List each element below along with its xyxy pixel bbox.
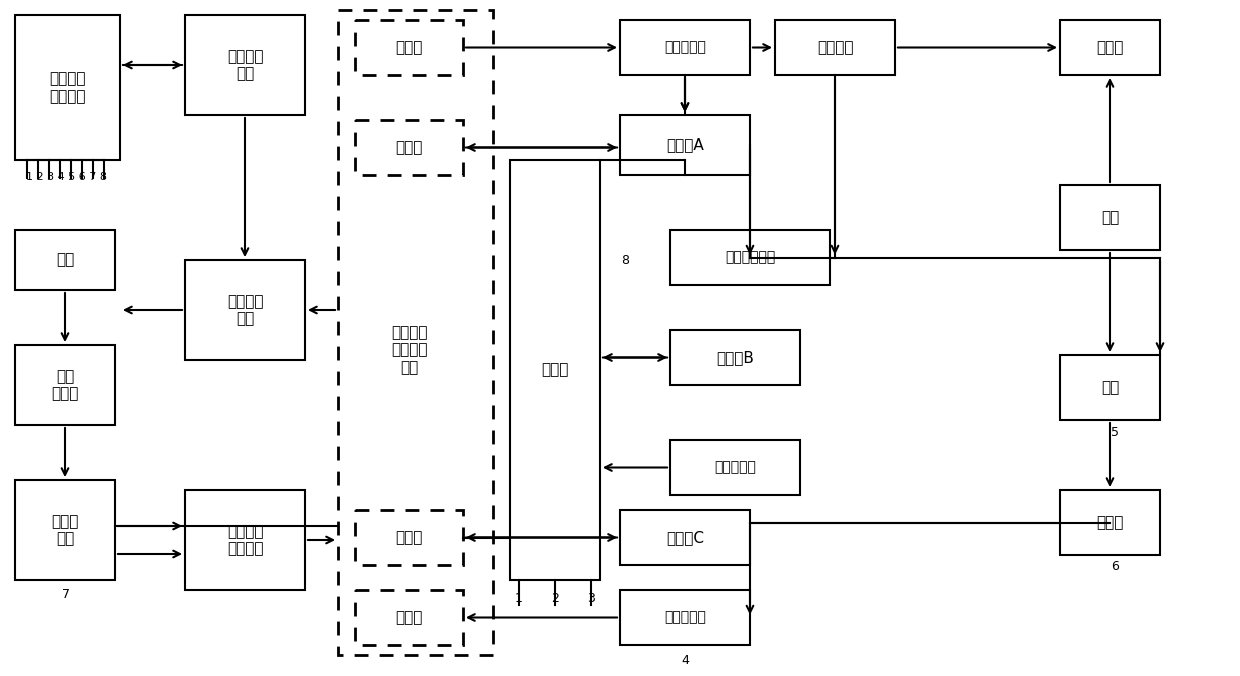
Text: 气体流量计: 气体流量计 [665,610,706,625]
Bar [620,20,750,75]
Text: 1: 1 [515,592,523,604]
Bar [355,510,463,565]
Bar [670,230,830,285]
Bar [670,330,800,385]
Bar [510,160,600,580]
Text: 气源: 气源 [1101,210,1120,225]
Text: 气液固三
相放电反
应器: 气液固三 相放电反 应器 [391,325,428,375]
Bar [355,120,463,175]
Text: 缓冲气室: 缓冲气室 [817,40,853,55]
Bar [15,480,115,580]
Text: 电流检测
单元: 电流检测 单元 [227,49,263,81]
Text: 1 2 3 4 5 6 7 8: 1 2 3 4 5 6 7 8 [26,172,107,182]
Bar [339,10,494,655]
Text: 储水箱B: 储水箱B [715,350,754,365]
Bar [620,510,750,565]
Text: 阀门组: 阀门组 [542,362,569,377]
Text: 进气口: 进气口 [396,610,423,625]
Bar [620,115,750,175]
Text: 待处理水样: 待处理水样 [714,460,756,475]
Text: 可编程
电源: 可编程 电源 [51,514,78,546]
Bar [15,345,115,425]
Text: 隔离
变压器: 隔离 变压器 [51,369,78,401]
Bar [1060,355,1159,420]
Text: 储水箱C: 储水箱C [666,530,704,545]
Bar [1060,185,1159,250]
Bar [1060,20,1159,75]
Bar [775,20,895,75]
Text: 电压检测
单元: 电压检测 单元 [227,294,263,327]
Text: 压力阀: 压力阀 [1096,40,1123,55]
Text: 2: 2 [551,592,559,604]
Bar [670,440,800,495]
Bar [1060,490,1159,555]
Text: 8: 8 [621,254,629,266]
Bar [185,260,305,360]
Text: 高压纳秒
脉冲电源: 高压纳秒 脉冲电源 [227,524,263,556]
Text: 活性成分检测: 活性成分检测 [725,251,775,264]
Text: 气液分离器: 气液分离器 [665,41,706,55]
Bar [355,590,463,645]
Text: 出水口: 出水口 [396,140,423,155]
Bar [15,230,115,290]
Text: 电磁阀: 电磁阀 [1096,515,1123,530]
Text: 数据采集
控制单元: 数据采集 控制单元 [50,71,86,103]
Text: 7: 7 [62,589,69,602]
Bar [355,20,463,75]
Text: 出气口: 出气口 [396,40,423,55]
Text: 5: 5 [1111,425,1118,439]
Bar [185,15,305,115]
Text: 3: 3 [587,592,595,604]
Text: 6: 6 [1111,560,1118,573]
Bar [185,490,305,590]
Text: 进水口: 进水口 [396,530,423,545]
Bar [15,15,120,160]
Text: 4: 4 [681,654,689,667]
Text: 储水箱A: 储水箱A [666,137,704,153]
Text: 市电: 市电 [56,253,74,268]
Text: 气泵: 气泵 [1101,380,1120,395]
Bar [620,590,750,645]
